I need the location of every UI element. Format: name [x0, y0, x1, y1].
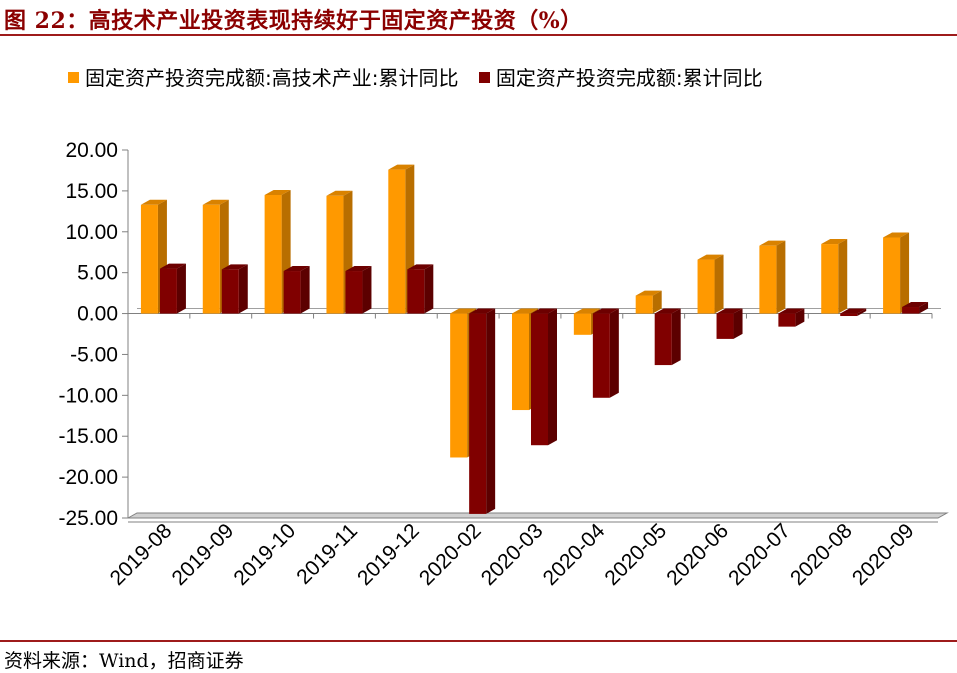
- bar-series-2: [159, 263, 186, 314]
- legend-swatch-series-2: [478, 72, 490, 83]
- bar-series-2: [902, 302, 929, 314]
- x-tick-label: 2020-08: [786, 519, 857, 590]
- y-tick-label: 5.00: [77, 262, 118, 285]
- bar-series-2: [407, 264, 434, 314]
- bar-series-2: [592, 308, 619, 398]
- y-tick-label: 15.00: [65, 180, 118, 203]
- x-tick-label: 2020-09: [848, 519, 919, 590]
- figure-title-bar: 图 22：高技术产业投资表现持续好于固定资产投资（%）: [0, 0, 957, 36]
- bar-series-2: [778, 308, 805, 327]
- x-tick-label: 2019-11: [292, 519, 362, 589]
- bar-series-2: [221, 264, 248, 314]
- bar-series-2: [283, 266, 310, 314]
- bar-series-1: [821, 239, 848, 314]
- title-divider: [0, 34, 957, 36]
- x-tick-label: 2020-06: [662, 519, 733, 590]
- figure-title: 图 22：高技术产业投资表现持续好于固定资产投资（%）: [4, 8, 583, 34]
- bar-series-1: [759, 240, 786, 314]
- bar-chart: 20.00 15.00 10.00 5.00 0.00 -5.00 -10.00 -15.00…: [58, 139, 949, 590]
- x-tick-label: 2019-12: [353, 519, 424, 590]
- legend-label-series-1: 固定资产投资完成额:高技术产业:累计同比: [85, 66, 459, 90]
- x-tick-label: 2020-04: [539, 519, 610, 590]
- y-tick-label: 10.00: [65, 221, 118, 244]
- y-tick-label: 20.00: [65, 139, 118, 162]
- footer-divider: [0, 640, 957, 642]
- bar-series-1: [635, 290, 662, 314]
- bar-series-2: [654, 308, 681, 366]
- y-tick-label: -10.00: [58, 384, 118, 407]
- x-tick-label: 2019-10: [229, 519, 300, 590]
- chart-legend: 固定资产投资完成额:高技术产业:累计同比 固定资产投资完成额:累计同比: [68, 62, 777, 91]
- bar-series-2: [531, 308, 557, 446]
- legend-swatch-series-1: [68, 72, 79, 83]
- bar-series-2: [345, 266, 372, 314]
- y-tick-label: -25.00: [58, 507, 118, 530]
- x-tick-label: 2020-05: [600, 519, 671, 590]
- y-tick-label: -20.00: [58, 466, 118, 489]
- x-tick-label: 2020-03: [477, 519, 548, 590]
- legend-label-series-2: 固定资产投资完成额:累计同比: [495, 66, 763, 90]
- bar-series-2: [469, 308, 496, 514]
- x-tick-label: 2019-09: [168, 519, 239, 590]
- legend-item-series-2: 固定资产投资完成额:累计同比: [478, 62, 763, 91]
- y-tick-label: 0.00: [77, 303, 118, 326]
- x-tick-label: 2020-02: [415, 519, 486, 590]
- x-tick-label: 2020-07: [724, 519, 795, 590]
- y-tick-label: -5.00: [70, 343, 118, 366]
- chart-floor: [126, 512, 949, 519]
- bar-series-1: [883, 232, 910, 314]
- bar-series-2: [840, 308, 867, 317]
- legend-item-series-1: 固定资产投资完成额:高技术产业:累计同比: [68, 62, 458, 91]
- bar-series-2: [716, 308, 743, 339]
- y-tick-label: -15.00: [58, 425, 118, 448]
- source-note: 资料来源：Wind，招商证券: [4, 650, 244, 672]
- bar-series-1: [697, 254, 724, 314]
